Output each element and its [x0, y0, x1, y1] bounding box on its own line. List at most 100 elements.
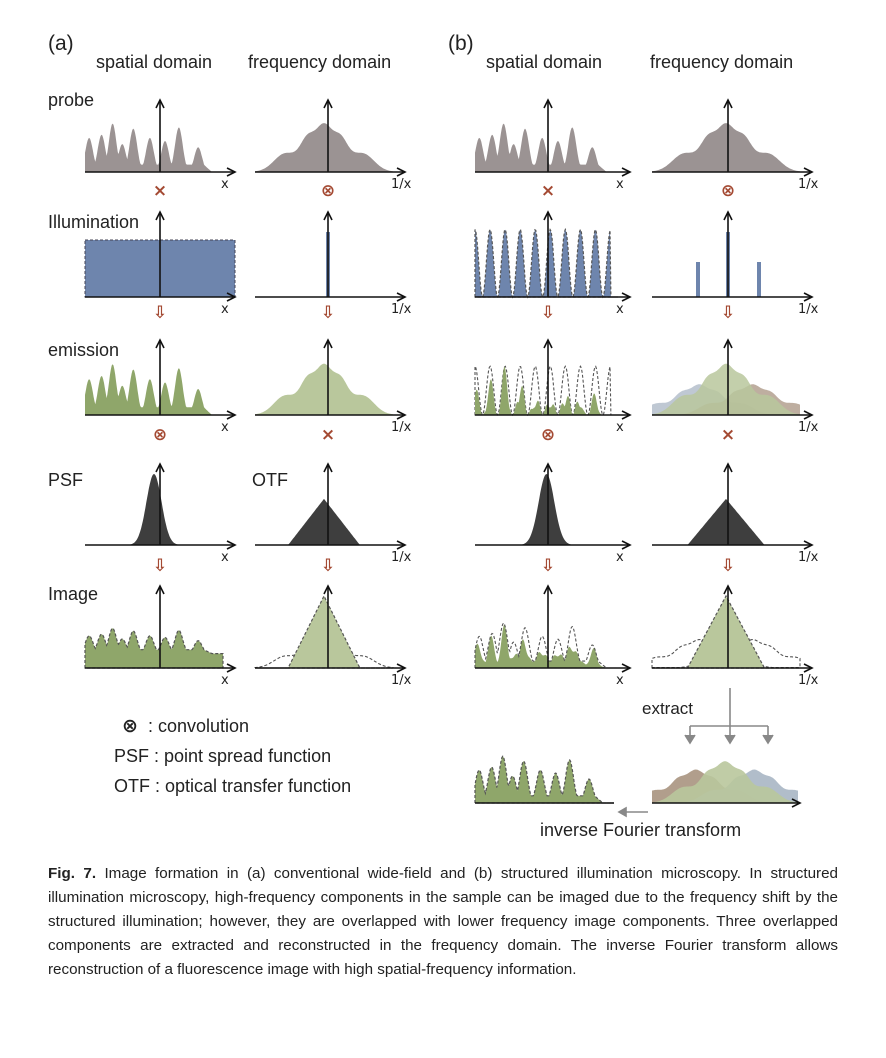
axis-label: 1/x [391, 420, 412, 435]
operator-down-arrow: ⇩ [321, 556, 335, 576]
delta-peak [696, 262, 700, 297]
row-label-illumination: Illumination [48, 212, 139, 232]
axis-arrowhead [791, 798, 802, 808]
axis-arrowhead [396, 410, 407, 420]
axis-label: x [221, 177, 229, 192]
axis-arrowhead [723, 98, 733, 109]
curve-area [84, 627, 224, 669]
curve-area [85, 474, 223, 545]
axis-arrowhead [155, 462, 165, 473]
curve-area [474, 755, 614, 804]
operator-down-arrow: ⇩ [321, 303, 335, 323]
extract-label: extract [642, 699, 693, 718]
legend-convolution-symbol: ⊗ [122, 716, 138, 737]
operator-down-arrow: ⇩ [721, 556, 735, 576]
axis-arrowhead [323, 98, 333, 109]
operator-down-arrow: ⇩ [153, 556, 167, 576]
axis-arrowhead [621, 292, 632, 302]
row-label-probe: probe [48, 90, 94, 110]
inverse-fourier-label: inverse Fourier transform [540, 820, 741, 840]
legend-psf: PSF : point spread function [114, 746, 331, 766]
axis-arrowhead [155, 210, 165, 221]
curve-area [475, 366, 618, 415]
extract-arrows [684, 688, 774, 745]
axis-label: 1/x [391, 177, 412, 192]
axis-arrowhead [621, 167, 632, 177]
axis-arrowhead [723, 210, 733, 221]
curve-area [85, 123, 223, 172]
panel-a-frequency-header: frequency domain [248, 52, 391, 72]
axis-arrowhead [226, 410, 237, 420]
axis-label: 1/x [798, 550, 819, 565]
axis-arrowhead [621, 540, 632, 550]
axis-label: 1/x [391, 673, 412, 688]
axis-label: 1/x [798, 302, 819, 317]
legend-convolution: : convolution [148, 716, 249, 736]
row-label-otf: OTF [252, 470, 288, 490]
axis-arrowhead [543, 338, 553, 349]
axis-arrowhead [543, 210, 553, 221]
axis-label: x [221, 420, 229, 435]
panel-b-label: (b) [448, 32, 474, 55]
row-label-image: Image [48, 584, 98, 604]
axis-label: x [221, 550, 229, 565]
curve-dashed [254, 636, 394, 669]
axis-arrowhead [803, 410, 814, 420]
axis-arrowhead [621, 410, 632, 420]
axis-label: 1/x [391, 302, 412, 317]
sim-diagram: (a) spatial domain frequency domain (b) … [48, 32, 819, 840]
axis-label: x [616, 673, 624, 688]
axis-label: x [616, 177, 624, 192]
axis-arrowhead [396, 663, 407, 673]
axis-label: 1/x [391, 550, 412, 565]
panel-a-spatial-header: spatial domain [96, 52, 212, 72]
operator-down-arrow: ⇩ [541, 303, 555, 323]
row-label-psf: PSF [48, 470, 83, 490]
axis-arrowhead [155, 338, 165, 349]
axis-label: x [616, 302, 624, 317]
axis-arrowhead [155, 584, 165, 595]
axis-arrowhead [803, 167, 814, 177]
caption-lead: Fig. 7. [48, 865, 97, 882]
operator-times: × [721, 425, 735, 445]
axis-arrowhead [226, 540, 237, 550]
axis-arrowhead [226, 663, 237, 673]
row-label-emission: emission [48, 340, 119, 360]
panel-b-frequency-header: frequency domain [650, 52, 793, 72]
curve-area [475, 624, 618, 668]
axis-arrowhead [543, 584, 553, 595]
axis-arrowhead [723, 338, 733, 349]
operator-convolution: ⊗ [153, 425, 167, 445]
axis-arrowhead [226, 292, 237, 302]
operator-down-arrow: ⇩ [541, 556, 555, 576]
operator-convolution: ⊗ [321, 181, 335, 201]
operator-convolution: ⊗ [721, 181, 735, 201]
axis-arrowhead [155, 98, 165, 109]
curve-area [475, 474, 618, 545]
operator-times: × [153, 181, 167, 201]
axis-arrowhead [396, 167, 407, 177]
inverse-fourier-arrow [617, 806, 648, 818]
axis-arrowhead [803, 663, 814, 673]
axis-arrowhead [396, 292, 407, 302]
axis-label: 1/x [798, 673, 819, 688]
axis-label: x [616, 420, 624, 435]
panel-a-label: (a) [48, 32, 74, 55]
delta-peak [757, 262, 761, 297]
axis-arrowhead [803, 540, 814, 550]
curve-area [255, 594, 393, 669]
operator-times: × [321, 425, 335, 445]
axis-arrowhead [323, 338, 333, 349]
axis-arrowhead [621, 663, 632, 673]
curve-area [255, 123, 393, 172]
axis-label: 1/x [798, 177, 819, 192]
axis-arrowhead [323, 584, 333, 595]
axis-label: x [616, 550, 624, 565]
axis-label: 1/x [798, 420, 819, 435]
axis-arrowhead [226, 167, 237, 177]
axis-arrowhead [543, 98, 553, 109]
axis-arrowhead [323, 210, 333, 221]
axis-arrowhead [723, 584, 733, 595]
operator-times: × [541, 181, 555, 201]
operator-down-arrow: ⇩ [153, 303, 167, 323]
